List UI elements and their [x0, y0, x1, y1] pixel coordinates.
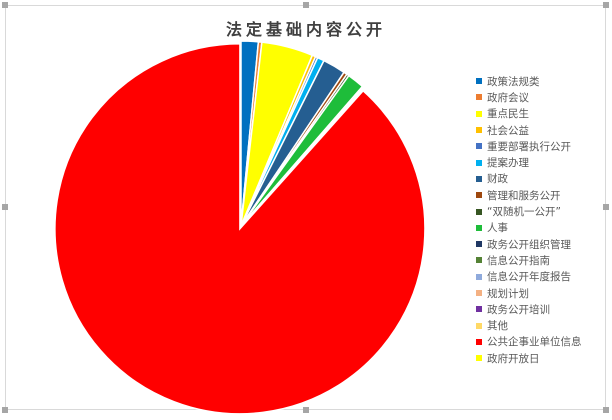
legend-swatch — [476, 94, 482, 101]
legend-item[interactable]: 信息公开指南 — [476, 252, 582, 268]
legend-label: 重要部署执行公开 — [487, 140, 571, 153]
legend-item[interactable]: 规划计划 — [476, 285, 582, 301]
resize-handle[interactable] — [603, 204, 609, 210]
legend-label: 政府开放日 — [487, 352, 540, 365]
legend-item[interactable]: 财政 — [476, 171, 582, 187]
legend-item[interactable]: 管理和服务公开 — [476, 187, 582, 203]
legend-item[interactable]: 人事 — [476, 220, 582, 236]
resize-handle[interactable] — [603, 407, 609, 413]
legend-swatch — [476, 224, 482, 231]
resize-handle[interactable] — [303, 2, 309, 8]
legend-label: 公共企事业单位信息 — [487, 336, 582, 349]
legend-swatch — [476, 110, 482, 117]
legend-item[interactable]: 政务公开培训 — [476, 301, 582, 317]
legend-item[interactable]: 政策法规类 — [476, 73, 582, 89]
legend-label: 重点民生 — [487, 108, 529, 121]
resize-handle[interactable] — [2, 2, 8, 8]
legend-label: 政务公开培训 — [487, 303, 550, 316]
resize-handle[interactable] — [2, 407, 8, 413]
legend-label: 社会公益 — [487, 124, 529, 137]
legend-item[interactable]: 政府开放日 — [476, 350, 582, 366]
legend-label: 其他 — [487, 320, 508, 333]
pie-slice-13[interactable] — [240, 86, 366, 227]
legend-item[interactable]: 重点民生 — [476, 106, 582, 122]
legend-label: 政策法规类 — [487, 75, 540, 88]
legend-item[interactable]: 政务公开组织管理 — [476, 236, 582, 252]
legend-label: 管理和服务公开 — [487, 189, 561, 202]
legend-swatch — [476, 208, 482, 215]
legend-swatch — [476, 175, 482, 182]
legend-swatch — [476, 159, 482, 166]
legend-label: 政务公开组织管理 — [487, 238, 571, 251]
legend-swatch — [476, 78, 482, 85]
legend-swatch — [476, 143, 482, 150]
legend-swatch — [476, 127, 482, 134]
legend-swatch — [476, 306, 482, 313]
legend-label: 规划计划 — [487, 287, 529, 300]
legend-swatch — [476, 241, 482, 248]
legend-swatch — [476, 355, 482, 362]
resize-handle[interactable] — [2, 204, 8, 210]
legend-label: 信息公开年度报告 — [487, 271, 571, 284]
legend-item[interactable]: 信息公开年度报告 — [476, 269, 582, 285]
legend-swatch — [476, 192, 482, 199]
legend-label: 提案办理 — [487, 157, 529, 170]
legend-item[interactable]: 政府会议 — [476, 89, 582, 105]
legend-swatch — [476, 273, 482, 280]
legend-item[interactable]: 重要部署执行公开 — [476, 138, 582, 154]
pie-slice-16[interactable] — [54, 43, 426, 415]
legend-swatch — [476, 338, 482, 345]
legend-item[interactable]: 公共企事业单位信息 — [476, 334, 582, 350]
legend-swatch — [476, 257, 482, 264]
legend: 政策法规类政府会议重点民生社会公益重要部署执行公开 提案办理财政管理和服务公开 “双… — [476, 73, 582, 366]
legend-label: 财政 — [487, 173, 508, 186]
legend-label: “双随机一公开” — [487, 206, 561, 219]
legend-swatch — [476, 290, 482, 296]
resize-handle[interactable] — [603, 2, 609, 8]
legend-item[interactable]: 提案办理 — [476, 154, 582, 170]
legend-label: 政府会议 — [487, 91, 529, 104]
resize-handle[interactable] — [303, 407, 309, 413]
legend-item[interactable]: “双随机一公开” — [476, 203, 582, 219]
legend-label: 信息公开指南 — [487, 254, 550, 267]
legend-item[interactable]: 社会公益 — [476, 122, 582, 138]
chart-title: 法定基础内容公开 — [225, 20, 386, 39]
legend-item[interactable]: 其他 — [476, 317, 582, 333]
legend-label: 人事 — [487, 222, 508, 235]
legend-swatch — [476, 322, 482, 329]
